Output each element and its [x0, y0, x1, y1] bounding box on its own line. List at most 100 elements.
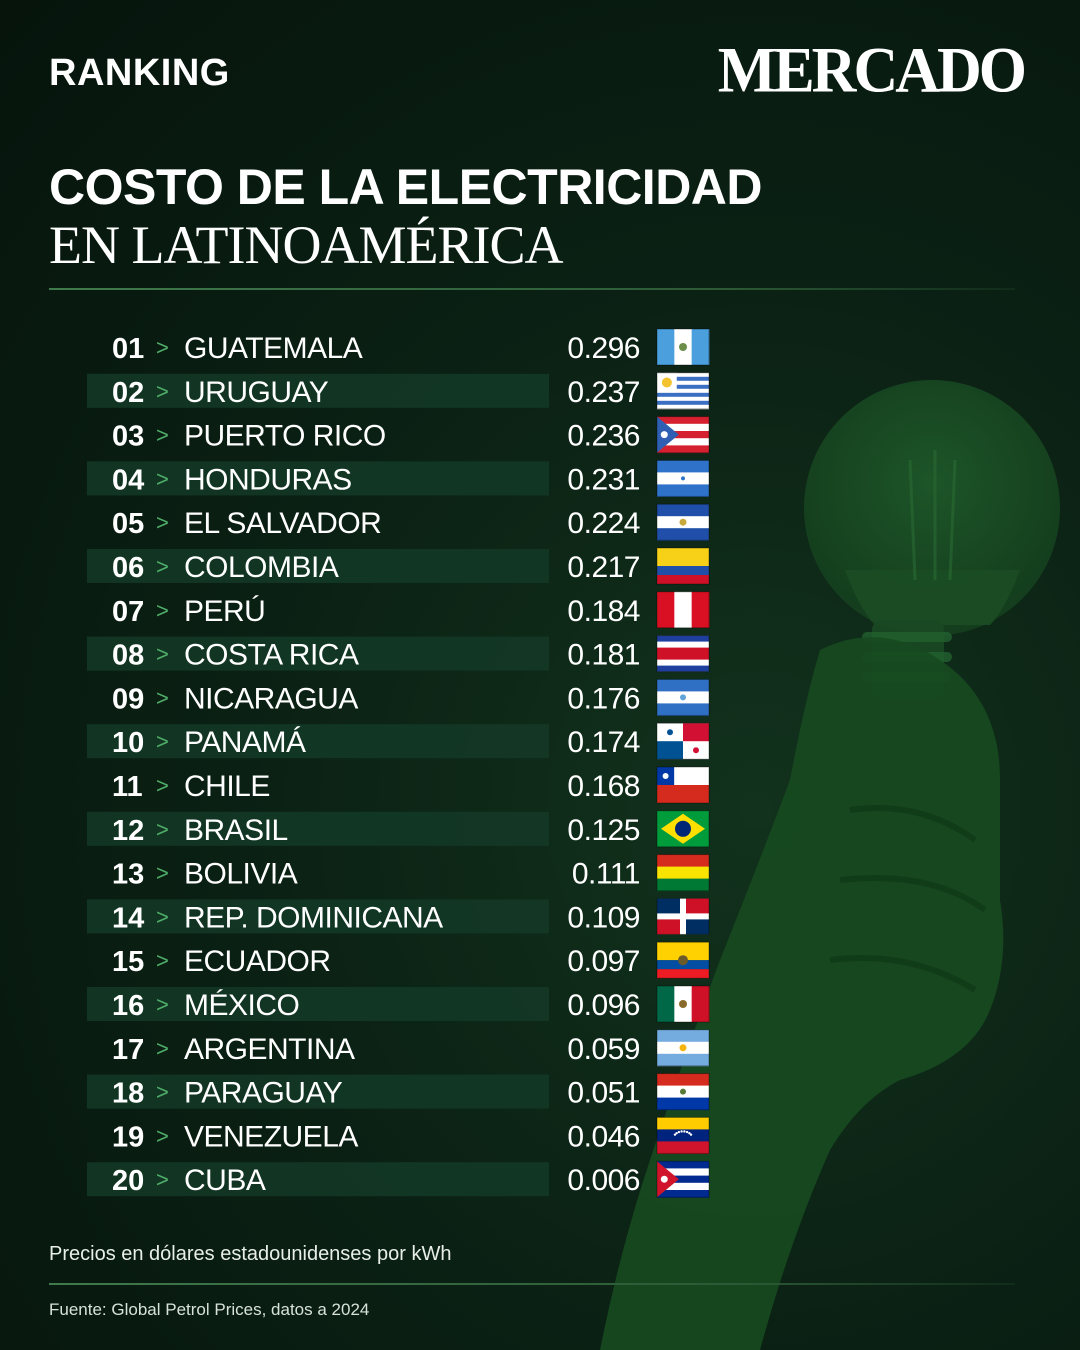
price-value: 0.111 — [572, 858, 640, 891]
country-name: BRASIL — [184, 814, 288, 847]
bolivia-flag — [656, 854, 710, 892]
price-value: 0.176 — [567, 682, 640, 715]
row-band — [87, 987, 549, 1021]
country-name: REP. DOMINICANA — [184, 901, 443, 934]
rank-number: 20 — [112, 1165, 144, 1197]
price-value: 0.174 — [567, 726, 640, 759]
rank-number: 04 — [112, 464, 144, 496]
chevron-right-icon: > — [156, 598, 169, 623]
source-note: Fuente: Global Petrol Prices, datos a 20… — [49, 1300, 370, 1319]
row-band — [87, 461, 549, 496]
country-name: MÉXICO — [184, 989, 299, 1022]
chevron-right-icon: > — [156, 642, 169, 667]
flag-border — [656, 416, 710, 454]
flag-border — [656, 766, 710, 804]
country-name: PARAGUAY — [184, 1077, 343, 1110]
colombia-flag — [656, 547, 710, 585]
country-name: EL SALVADOR — [184, 507, 381, 540]
price-value: 0.217 — [567, 551, 640, 584]
chevron-right-icon: > — [156, 466, 169, 491]
table-row: 07 > PERÚ 0.184 — [112, 591, 710, 629]
rank-number: 08 — [112, 640, 144, 672]
brazil-flag — [656, 810, 710, 848]
argentina-flag — [656, 1029, 710, 1067]
chevron-right-icon: > — [156, 335, 169, 360]
flag-border — [656, 635, 710, 673]
chevron-right-icon: > — [156, 379, 169, 404]
flag-border — [656, 1160, 710, 1198]
rank-number: 10 — [112, 727, 144, 759]
rank-number: 11 — [112, 771, 143, 803]
table-row: 04 > HONDURAS 0.231 — [87, 459, 710, 497]
mexico-flag — [656, 985, 710, 1023]
country-name: PUERTO RICO — [184, 420, 386, 453]
table-row: 12 > BRASIL 0.125 — [87, 810, 710, 848]
rank-number: 17 — [112, 1034, 144, 1066]
price-value: 0.231 — [567, 463, 640, 496]
flag-border — [656, 591, 710, 629]
row-band — [87, 373, 549, 408]
chevron-right-icon: > — [156, 510, 169, 535]
country-name: ECUADOR — [184, 945, 331, 978]
rank-number: 03 — [112, 421, 144, 453]
ranking-label: RANKING — [49, 52, 230, 94]
rank-number: 01 — [112, 333, 144, 365]
page-title: COSTO DE LA ELECTRICIDAD — [49, 159, 763, 215]
flag-border — [656, 1073, 710, 1111]
chevron-right-icon: > — [156, 861, 169, 886]
rank-number: 02 — [112, 377, 144, 409]
table-row: 18 > PARAGUAY 0.051 — [87, 1073, 710, 1111]
price-value: 0.168 — [567, 770, 640, 803]
flag-border — [656, 722, 710, 760]
chevron-right-icon: > — [156, 948, 169, 973]
rank-number: 05 — [112, 508, 144, 540]
uruguay-flag — [656, 372, 710, 410]
chevron-right-icon: > — [156, 423, 169, 448]
price-value: 0.006 — [567, 1164, 640, 1197]
country-name: HONDURAS — [184, 463, 352, 496]
rank-number: 14 — [112, 902, 144, 934]
puerto-rico-flag — [656, 416, 710, 454]
chevron-right-icon: > — [156, 685, 169, 710]
page-subtitle: EN LATINOAMÉRICA — [49, 215, 563, 275]
country-name: BOLIVIA — [184, 858, 298, 891]
flag-border — [656, 1029, 710, 1067]
country-name: COSTA RICA — [184, 639, 359, 672]
table-row: 03 > PUERTO RICO 0.236 — [112, 416, 710, 454]
table-row: 02 > URUGUAY 0.237 — [87, 372, 710, 410]
dominican-republic-flag — [656, 897, 710, 935]
chevron-right-icon: > — [156, 773, 169, 798]
rank-number: 07 — [112, 596, 144, 628]
table-row: 09 > NICARAGUA 0.176 — [112, 678, 710, 716]
table-row: 08 > COSTA RICA 0.181 — [87, 635, 710, 673]
chevron-right-icon: > — [156, 729, 169, 754]
flag-border — [656, 678, 710, 716]
country-name: ARGENTINA — [184, 1033, 355, 1066]
panama-flag — [656, 722, 710, 760]
flag-border — [656, 328, 710, 366]
costa-rica-flag — [656, 635, 710, 673]
price-value: 0.097 — [567, 945, 640, 978]
rank-number: 09 — [112, 683, 144, 715]
rank-number: 13 — [112, 859, 144, 891]
price-value: 0.181 — [567, 639, 640, 672]
bottom-divider — [49, 1283, 1015, 1285]
nicaragua-flag — [656, 678, 710, 716]
rank-number: 19 — [112, 1121, 144, 1153]
chevron-right-icon: > — [156, 1167, 169, 1192]
el-salvador-flag — [656, 503, 710, 541]
row-band — [87, 549, 549, 583]
country-name: CHILE — [184, 770, 270, 803]
table-row: 01 > GUATEMALA 0.296 — [112, 328, 710, 366]
paraguay-flag — [656, 1073, 710, 1111]
country-name: NICARAGUA — [184, 682, 358, 715]
guatemala-flag — [656, 328, 710, 366]
chevron-right-icon: > — [156, 992, 169, 1017]
flag-border — [656, 372, 710, 410]
rank-number: 18 — [112, 1078, 144, 1110]
chevron-right-icon: > — [156, 1080, 169, 1105]
rank-number: 12 — [112, 815, 144, 847]
table-row: 15 > ECUADOR 0.097 — [112, 941, 710, 979]
brand-logo: MERCADO — [717, 35, 1027, 107]
